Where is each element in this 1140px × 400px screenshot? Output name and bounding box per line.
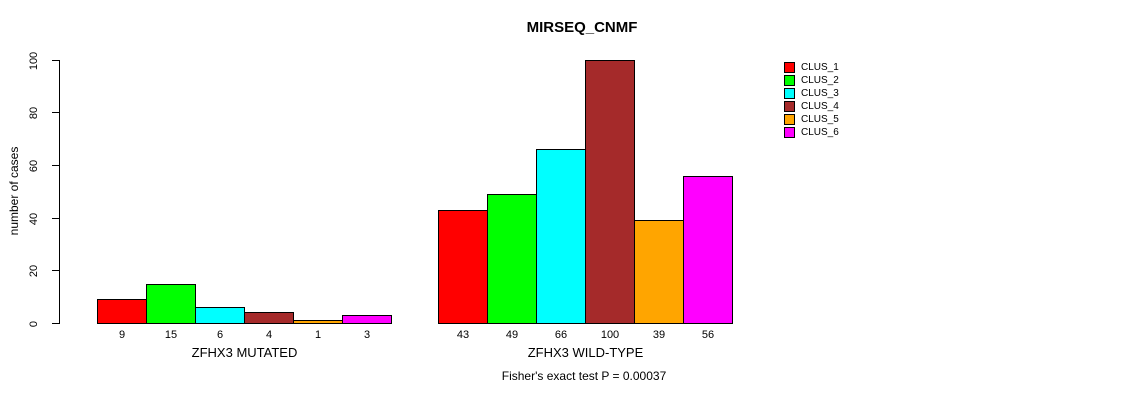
legend-swatch — [784, 88, 795, 99]
bar-clus_4 — [585, 59, 635, 324]
bar-value-label: 15 — [164, 329, 178, 341]
bar-value-label: 3 — [363, 329, 371, 341]
bar-clus_3 — [536, 149, 586, 324]
y-tick-label: 60 — [28, 159, 40, 172]
bar-clus_2 — [146, 283, 196, 324]
legend-item: CLUS_2 — [784, 74, 839, 87]
legend-label: CLUS_3 — [801, 88, 839, 99]
legend-item: CLUS_1 — [784, 61, 839, 74]
y-axis-label: number of cases — [7, 146, 21, 236]
bar-value-label: 43 — [456, 329, 470, 341]
bar-clus_6 — [342, 315, 392, 324]
bar-value-label: 100 — [600, 329, 620, 341]
y-tick-label: 40 — [28, 212, 40, 225]
y-tick — [52, 270, 59, 271]
bar-clus_3 — [195, 307, 245, 324]
bar-value-label: 49 — [505, 329, 519, 341]
legend-label: CLUS_6 — [801, 127, 839, 138]
bar-clus_5 — [293, 320, 343, 324]
bar-value-label: 4 — [265, 329, 273, 341]
legend-swatch — [784, 127, 795, 138]
bar-value-label: 1 — [314, 329, 322, 341]
y-tick-label: 80 — [28, 106, 40, 119]
y-tick — [52, 112, 59, 113]
legend-label: CLUS_1 — [801, 62, 839, 73]
y-tick — [52, 323, 59, 324]
legend-swatch — [784, 75, 795, 86]
bar-clus_5 — [634, 220, 684, 324]
legend-swatch — [784, 62, 795, 73]
chart-title: MIRSEQ_CNMF — [526, 19, 638, 36]
bar-clus_6 — [683, 175, 733, 324]
legend-item: CLUS_4 — [784, 100, 839, 113]
y-axis-line — [59, 60, 60, 324]
bar-value-label: 56 — [701, 329, 715, 341]
bar-clus_1 — [97, 299, 147, 324]
bar-value-label: 39 — [652, 329, 666, 341]
legend: CLUS_1 CLUS_2 CLUS_3 CLUS_4 CLUS_5 CLUS_6 — [784, 61, 839, 139]
group-label: ZFHX3 WILD-TYPE — [527, 345, 644, 360]
legend-label: CLUS_4 — [801, 101, 839, 112]
bar-value-label: 9 — [118, 329, 126, 341]
caption: Fisher's exact test P = 0.00037 — [501, 369, 667, 383]
legend-label: CLUS_5 — [801, 114, 839, 125]
group-label: ZFHX3 MUTATED — [191, 345, 298, 360]
legend-item: CLUS_5 — [784, 113, 839, 126]
legend-label: CLUS_2 — [801, 75, 839, 86]
y-tick — [52, 165, 59, 166]
y-tick-label: 100 — [28, 51, 40, 70]
bar-clus_1 — [438, 209, 488, 324]
y-tick-label: 20 — [28, 264, 40, 277]
legend-item: CLUS_3 — [784, 87, 839, 100]
legend-swatch — [784, 101, 795, 112]
y-tick — [52, 60, 59, 61]
y-tick-label: 0 — [28, 320, 40, 327]
bar-value-label: 66 — [554, 329, 568, 341]
legend-item: CLUS_6 — [784, 126, 839, 139]
bar-clus_4 — [244, 312, 294, 324]
bar-clus_2 — [487, 194, 537, 324]
legend-swatch — [784, 114, 795, 125]
bar-value-label: 6 — [216, 329, 224, 341]
y-tick — [52, 218, 59, 219]
